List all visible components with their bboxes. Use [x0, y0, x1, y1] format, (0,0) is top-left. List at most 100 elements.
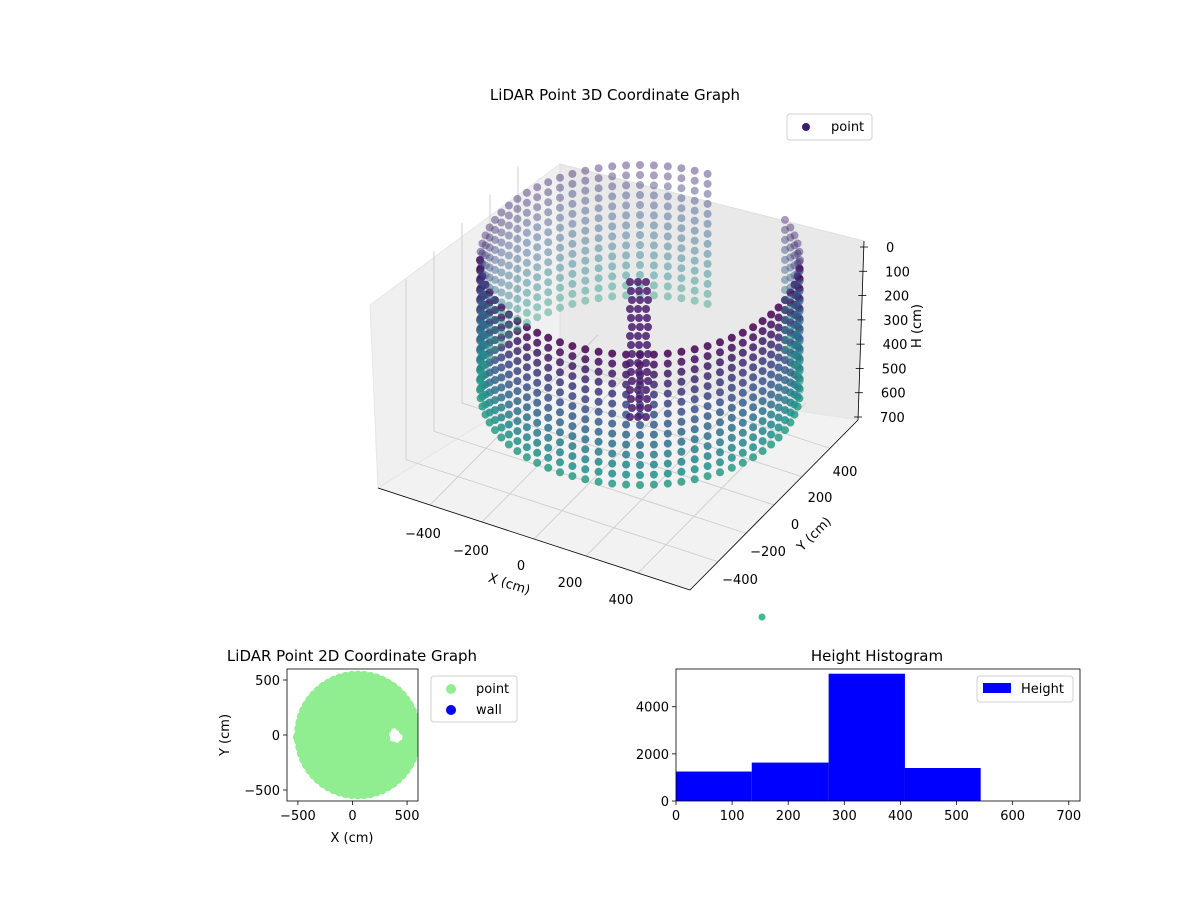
cloud-point — [649, 221, 658, 230]
histogram-bar — [676, 771, 752, 801]
cloud-point — [513, 324, 522, 333]
cloud-point — [774, 423, 783, 432]
cloud-point — [594, 477, 603, 486]
cloud-point — [533, 458, 542, 467]
histogram-bar — [828, 673, 905, 801]
cloud-point — [533, 368, 542, 377]
cloud-point — [663, 389, 672, 398]
cloud-point — [544, 248, 553, 257]
cloud-point — [622, 400, 631, 409]
cloud-point — [481, 321, 490, 330]
cloud-point — [497, 393, 506, 402]
cloud-point — [634, 359, 642, 367]
x-tick: 300 — [832, 809, 857, 824]
cloud-point — [513, 337, 522, 346]
cloud-point — [481, 301, 490, 310]
cloud-point — [636, 201, 644, 209]
cloud-point — [703, 259, 712, 268]
cloud-point — [504, 310, 513, 319]
cloud-point — [790, 261, 799, 270]
cloud-point — [727, 333, 736, 342]
cloud-point — [663, 369, 672, 378]
cloud-point — [738, 368, 747, 377]
cloud-point — [738, 408, 747, 417]
cloud-point — [533, 293, 542, 302]
cloud-point — [581, 236, 590, 245]
cloud-point — [581, 445, 590, 454]
cloud-point — [749, 433, 758, 442]
y-tick: 500 — [255, 674, 280, 689]
cloud-point — [758, 367, 767, 376]
cloud-point — [636, 191, 644, 199]
cloud-point — [703, 169, 712, 178]
cloud-point — [476, 257, 485, 266]
cloud-point — [478, 369, 487, 378]
histogram-bar — [751, 762, 829, 801]
cloud-point — [533, 313, 542, 322]
legend-2d-label-wall: wall — [476, 703, 502, 718]
cloud-point — [476, 317, 485, 326]
cloud-point — [556, 203, 564, 212]
cloud-point — [497, 208, 506, 217]
cloud-point — [522, 413, 531, 422]
cloud-point — [626, 413, 634, 421]
cloud-point — [795, 297, 804, 306]
cloud-point — [622, 430, 631, 439]
legend-hist-frame — [976, 675, 1074, 703]
legend-2d-label-point: point — [476, 682, 509, 697]
cloud-point — [581, 176, 590, 185]
cloud-point — [677, 224, 686, 233]
cloud-point — [793, 279, 802, 288]
cloud-point — [568, 229, 577, 238]
cloud-point — [476, 376, 484, 384]
cloud-point — [522, 443, 531, 452]
cloud-point — [485, 233, 494, 242]
cloud-point — [594, 427, 603, 436]
y-tick: 2000 — [636, 748, 669, 763]
cloud-point — [795, 327, 804, 336]
cloud-point — [758, 357, 767, 366]
cloud-point — [581, 435, 590, 444]
cloud-point — [643, 341, 651, 349]
x-tick: 100 — [720, 809, 745, 824]
cloud-point — [594, 294, 603, 303]
cloud-point — [786, 233, 795, 242]
x-tick: 0 — [672, 809, 680, 824]
cloud-point — [636, 221, 644, 229]
cloud-point — [690, 256, 699, 265]
cloud-point — [663, 459, 672, 468]
cloud-point — [522, 248, 531, 257]
cloud-point — [649, 460, 658, 469]
cloud-point — [663, 409, 672, 418]
cloud-point — [622, 191, 631, 200]
cloud-point — [608, 252, 617, 261]
cloud-point — [497, 278, 506, 287]
cloud-point — [781, 325, 789, 334]
cloud-point — [556, 408, 564, 417]
cloud-point — [690, 365, 699, 374]
cloud-point — [594, 377, 603, 386]
cloud-point — [491, 255, 499, 264]
cloud-point — [781, 386, 789, 395]
cloud-point — [522, 238, 531, 247]
cloud-point — [781, 296, 789, 305]
cloud-point — [727, 433, 736, 442]
cloud-point — [690, 435, 699, 444]
cloud-point — [622, 251, 631, 260]
cloud-point — [491, 265, 499, 274]
cloud-point — [622, 450, 631, 459]
x-tick: 500 — [395, 809, 420, 824]
histogram-ticks: 0 100 200 300 400 500 600 700 0 2000 4000 — [636, 701, 1081, 824]
cloud-point — [622, 201, 631, 210]
cloud-point — [504, 380, 513, 389]
cloud-point — [497, 363, 506, 372]
cloud-point — [491, 245, 499, 254]
y-tick: 200 — [808, 491, 833, 506]
cloud-point — [690, 196, 699, 205]
cloud-point — [649, 241, 658, 250]
cloud-point — [485, 223, 494, 232]
cloud-point — [481, 351, 490, 360]
cloud-point — [504, 340, 513, 349]
cloud-point — [644, 404, 652, 412]
cloud-point — [649, 291, 658, 300]
